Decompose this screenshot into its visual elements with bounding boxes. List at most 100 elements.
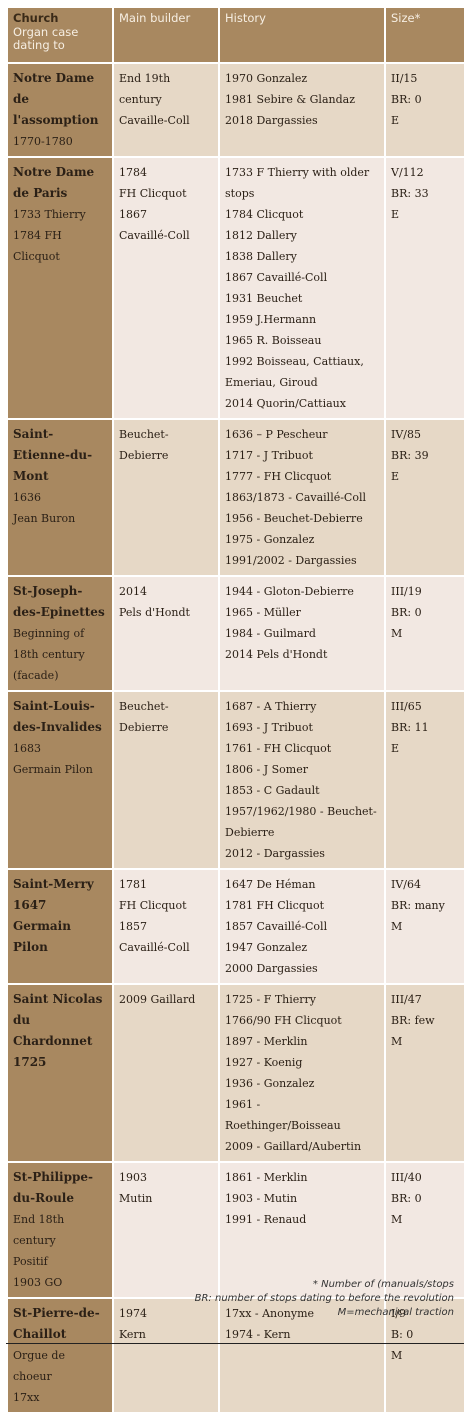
- builder-line: Cavaillé-Coll: [119, 941, 190, 954]
- builder-line: Cavaille-Coll: [119, 114, 190, 127]
- builder-line: 2014: [119, 585, 147, 598]
- church-case-date: 1784 FH Clicquot: [13, 229, 62, 263]
- table-row: Saint Nicolas du Chardonnet 1725 2009 Gai…: [8, 985, 464, 1161]
- history-line: 1717 - J Tribuot: [225, 449, 313, 462]
- builder-line: 1867: [119, 208, 147, 221]
- table-row: Saint-Etienne-du-Mont 1636 Jean Buron Beuch…: [8, 420, 464, 575]
- builder-line: FH Clicquot: [119, 899, 187, 912]
- history-line: 1991/2002 - Dargassies: [225, 554, 357, 567]
- history-line: 1784 Clicquot: [225, 208, 304, 221]
- history-line: 1861 - Merklin: [225, 1171, 308, 1184]
- size-line: B: 0: [391, 1328, 414, 1341]
- builder-line: Cavaillé-Coll: [119, 229, 190, 242]
- size-line: II/15: [391, 72, 418, 85]
- church-case-date: Positif: [13, 1255, 48, 1268]
- history-line: 1959 J.Hermann: [225, 313, 317, 326]
- history-line: 1931 Beuchet: [225, 292, 303, 305]
- size-line: E: [391, 742, 400, 755]
- header-church-sub2: dating to: [13, 38, 65, 52]
- size-line: III/40: [391, 1171, 422, 1184]
- church-case-date: 1770-1780: [13, 135, 73, 148]
- church-name: Notre Dame de l'assomption: [13, 71, 99, 127]
- size-line: III/65: [391, 700, 422, 713]
- church-case-date: Orgue de choeur: [13, 1349, 65, 1383]
- church-cell: Notre Dame de Paris 1733 Thierry 1784 FH C…: [8, 158, 112, 418]
- size-line: BR: 0: [391, 606, 422, 619]
- size-line: BR: 11: [391, 721, 429, 734]
- history-cell: 1647 De Héman 1781 FH Clicquot 1857 Cavail…: [220, 870, 384, 983]
- bottom-divider: [6, 1343, 464, 1344]
- history-line: 1944 - Gloton-Debierre: [225, 585, 354, 598]
- church-name: Saint-Etienne-du-Mont: [13, 427, 93, 483]
- history-line: 1812 Dallery: [225, 229, 297, 242]
- size-line: M: [391, 1035, 403, 1048]
- size-cell: II/15 BR: 0 E: [386, 64, 464, 156]
- history-line: 1867 Cavaillé-Coll: [225, 271, 328, 284]
- size-cell: IV/85 BR: 39 E: [386, 420, 464, 575]
- history-line: 2014 Quorin/Cattiaux: [225, 397, 346, 410]
- church-cell: St-Joseph-des-Epinettes Beginning of 18th…: [8, 577, 112, 690]
- builder-line: Pels d'Hondt: [119, 606, 190, 619]
- history-line: 2012 - Dargassies: [225, 847, 325, 860]
- history-cell: 1687 - A Thierry 1693 - J Tribuot 1761 - F…: [220, 692, 384, 868]
- history-line: 2018 Dargassies: [225, 114, 318, 127]
- history-line: 1863/1873 - Cavaillé-Coll: [225, 491, 367, 504]
- history-line: 1974 - Kern: [225, 1328, 291, 1341]
- history-line: 1927 - Koenig: [225, 1056, 303, 1069]
- history-cell: 1725 - F Thierry 1766/90 FH Clicquot 1897 …: [220, 985, 384, 1161]
- history-line: 1957/1962/1980 - Beuchet-Debierre: [225, 805, 377, 839]
- builder-cell: 1781 FH Clicquot 1857 Cavaillé-Coll: [114, 870, 218, 983]
- history-line: 1965 R. Boisseau: [225, 334, 322, 347]
- size-line: E: [391, 470, 400, 483]
- size-line: BR: few: [391, 1014, 435, 1027]
- size-cell: III/65 BR: 11 E: [386, 692, 464, 868]
- header-church-sub1: Organ case: [13, 24, 79, 39]
- builder-cell: Beuchet-Debierre: [114, 420, 218, 575]
- header-size: Size*: [386, 8, 464, 62]
- size-line: IV/64: [391, 878, 421, 891]
- history-line: 1806 - J Somer: [225, 763, 308, 776]
- history-cell: 1861 - Merklin 1903 - Mutin 1991 - Renaud: [220, 1163, 384, 1297]
- builder-line: 1781: [119, 878, 147, 891]
- size-cell: V/112 BR: 33 E: [386, 158, 464, 418]
- history-line: 1777 - FH Clicquot: [225, 470, 332, 483]
- history-line: 1838 Dallery: [225, 250, 297, 263]
- table-row: St-Joseph-des-Epinettes Beginning of 18th…: [8, 577, 464, 690]
- history-line: 1975 - Gonzalez: [225, 533, 315, 546]
- table-row: Notre Dame de Paris 1733 Thierry 1784 FH C…: [8, 158, 464, 418]
- size-line: M: [391, 920, 403, 933]
- builder-line: 1974: [119, 1307, 147, 1320]
- church-cell: Saint Nicolas du Chardonnet 1725: [8, 985, 112, 1161]
- church-cell: Saint-Etienne-du-Mont 1636 Jean Buron: [8, 420, 112, 575]
- history-line: 1970 Gonzalez: [225, 72, 308, 85]
- history-line: 1992 Boisseau, Cattiaux, Emeriau, Giroud: [225, 355, 364, 389]
- history-cell: 1970 Gonzalez 1981 Sebire & Glandaz 2018 D…: [220, 64, 384, 156]
- church-cell: St-Pierre-de-Chaillot Orgue de choeur 17xx: [8, 1299, 112, 1412]
- size-line: E: [391, 208, 400, 221]
- church-name: St-Pierre-de-Chaillot: [13, 1306, 100, 1341]
- table-row: Saint-Louis-des-Invalides 1683 Germain Pil…: [8, 692, 464, 868]
- church-case-date: 17xx: [13, 1391, 40, 1404]
- church-name: Notre Dame de Paris: [13, 165, 95, 200]
- church-cell: Saint-Merry 1647 Germain Pilon: [8, 870, 112, 983]
- builder-cell: End 19th century Cavaille-Coll: [114, 64, 218, 156]
- footnote-size: * Number of (manuals/stops: [312, 1279, 454, 1290]
- builder-cell: 2009 Gaillard: [114, 985, 218, 1161]
- history-line: 1936 - Gonzalez: [225, 1077, 315, 1090]
- size-line: BR: 39: [391, 449, 429, 462]
- history-line: 1687 - A Thierry: [225, 700, 317, 713]
- church-case-date: 1636: [13, 491, 41, 504]
- builder-line: Mutin: [119, 1192, 153, 1205]
- history-line: 1636 – P Pescheur: [225, 428, 328, 441]
- footnote-br: BR: number of stops dating to before the…: [194, 1293, 454, 1304]
- size-line: IV/85: [391, 428, 421, 441]
- builder-line: 1784: [119, 166, 147, 179]
- history-line: 1766/90 FH Clicquot: [225, 1014, 342, 1027]
- organ-table-container: Church Organ case dating to Main builder…: [6, 6, 464, 1414]
- builder-cell: 1784 FH Clicquot 1867 Cavaillé-Coll: [114, 158, 218, 418]
- header-church-label: Church: [13, 11, 59, 25]
- history-line: 1991 - Renaud: [225, 1213, 307, 1226]
- church-name: Saint-Merry 1647 Germain Pilon: [13, 877, 94, 954]
- header-history: History: [220, 8, 384, 62]
- history-line: 1897 - Merklin: [225, 1035, 308, 1048]
